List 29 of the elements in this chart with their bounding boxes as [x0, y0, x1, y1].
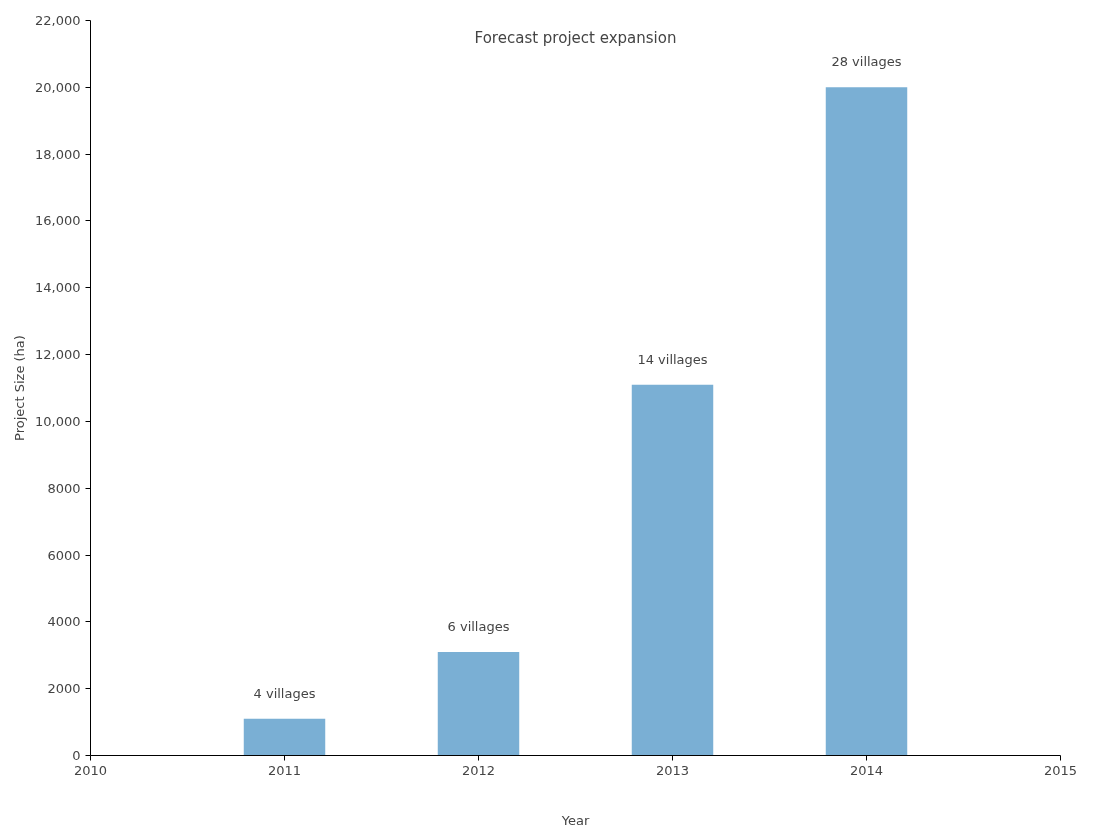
annotation: 4 villages [253, 685, 316, 701]
y-tick-label: 12,000 [35, 347, 81, 363]
y-tick-label: 16,000 [35, 213, 81, 229]
y-axis-title: Project Size (ha) [12, 335, 28, 441]
y-tick-label: 22,000 [35, 13, 81, 28]
y-tick-label: 2000 [47, 681, 81, 697]
y-tick-label: 0 [72, 748, 81, 763]
bar [631, 384, 714, 756]
annotation: 14 villages [637, 351, 708, 367]
x-tick-label: 2013 [655, 762, 690, 778]
y-tick-label: 14,000 [35, 280, 81, 296]
x-tick-label: 2010 [73, 762, 108, 778]
x-tick-label: 2011 [267, 762, 302, 778]
y-tick-label: 6000 [47, 547, 81, 563]
bar [437, 651, 520, 756]
y-tick-label: 8000 [47, 480, 81, 496]
bar [243, 718, 326, 756]
annotation: 6 villages [447, 618, 510, 634]
x-axis-title: Year [560, 812, 590, 828]
x-tick-label: 2015 [1043, 762, 1078, 778]
y-tick-label: 18,000 [35, 146, 81, 162]
x-tick-label: 2014 [849, 762, 884, 778]
y-tick-label: 20,000 [35, 79, 81, 95]
text: Forecast project expansion [474, 28, 677, 47]
y-tick-label: 4000 [47, 614, 81, 630]
x-tick-label: 2012 [461, 762, 496, 778]
bar [825, 87, 908, 756]
y-tick-label: 10,000 [35, 413, 81, 429]
annotation: 28 villages [831, 54, 902, 70]
